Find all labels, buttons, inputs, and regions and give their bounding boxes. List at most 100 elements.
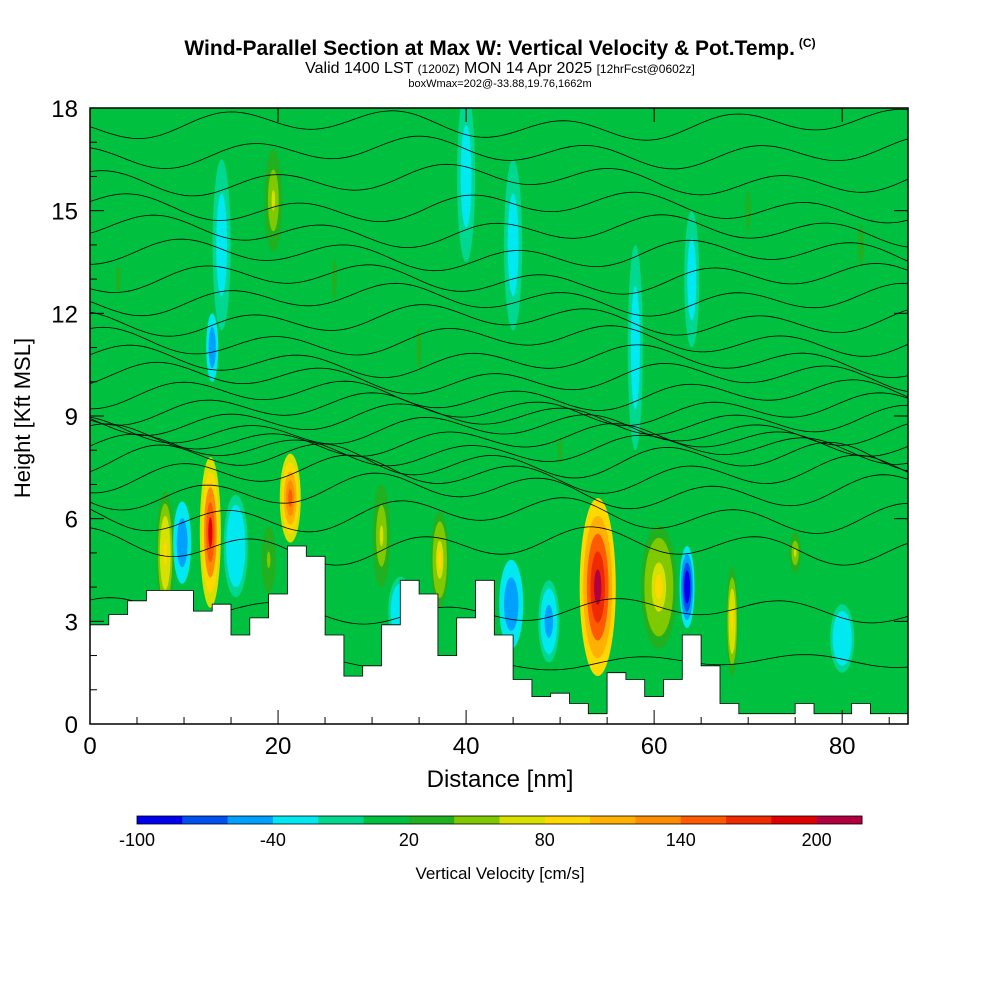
theta-contour — [90, 214, 908, 248]
theta-contour — [90, 423, 908, 457]
velocity-cell — [163, 540, 168, 566]
colorbar-swatch — [137, 816, 183, 824]
theta-contour — [90, 454, 908, 494]
theta-contour — [90, 497, 908, 534]
x-axis-label: Distance [nm] — [426, 766, 574, 793]
velocity-cell — [464, 159, 468, 194]
theta-contour — [90, 441, 908, 479]
velocity-cell — [685, 578, 689, 596]
colorbar-label: Vertical Velocity [cm/s] — [415, 864, 585, 883]
velocity-cell — [557, 436, 563, 464]
y-tick-label: 6 — [65, 507, 78, 534]
theta-contour — [90, 109, 908, 141]
velocity-cell — [219, 227, 224, 262]
theta-contour — [90, 414, 908, 446]
theta-contour — [90, 526, 908, 566]
colorbar-swatch — [318, 816, 365, 824]
y-tick-label: 18 — [51, 96, 78, 123]
velocity-cell — [690, 265, 694, 293]
theta-contour — [90, 304, 908, 337]
y-tick-label: 9 — [65, 404, 78, 431]
theta-contour — [90, 344, 908, 379]
velocity-cell — [546, 613, 551, 630]
velocity-cell — [793, 548, 797, 557]
colorbar-swatch — [272, 816, 319, 824]
x-tick-label: 60 — [641, 733, 668, 760]
colorbar-swatch — [726, 816, 772, 824]
theta-contour — [90, 433, 908, 467]
colorbar-swatch — [227, 816, 274, 824]
colorbar-swatch — [680, 816, 727, 824]
colorbar-swatch — [499, 816, 546, 824]
y-tick-label: 3 — [65, 609, 78, 636]
velocity-cell — [211, 340, 214, 355]
velocity-cell — [379, 525, 384, 547]
colorbar-tick-label: 80 — [535, 830, 555, 850]
x-tick-label: 40 — [453, 733, 480, 760]
terrain-mask — [90, 545, 908, 724]
velocity-cell — [233, 535, 239, 557]
velocity-cell — [115, 265, 121, 293]
y-tick-label: 15 — [51, 199, 78, 226]
colorbar-swatch — [182, 816, 229, 824]
x-tick-label: 20 — [265, 733, 292, 760]
terrain-surface — [90, 545, 908, 724]
velocity-cell — [655, 574, 663, 600]
velocity-cell — [208, 517, 213, 548]
velocity-cell — [839, 631, 845, 646]
chart-title: Wind-Parallel Section at Max W: Vertical… — [184, 36, 816, 60]
y-tick-label: 12 — [51, 301, 78, 328]
colorbar-tick-label: 140 — [666, 830, 696, 850]
theta-contour — [90, 135, 908, 170]
velocity-cell — [508, 595, 514, 614]
title-mark: (C) — [798, 36, 816, 50]
box-info: boxWmax=202@-33.88,19.76,1662m — [408, 78, 592, 90]
velocity-cell — [730, 610, 734, 633]
chart-subtitle: Valid 1400 LST (1200Z) MON 14 Apr 2025 [… — [0, 60, 1000, 78]
colorbar-tick-label: -40 — [260, 830, 286, 850]
theta-contour — [90, 325, 908, 357]
velocity-cell — [633, 327, 637, 369]
colorbar-swatch — [408, 816, 455, 824]
theta-contour — [90, 238, 908, 272]
velocity-cell — [594, 569, 602, 605]
theta-contour — [90, 379, 908, 411]
x-tick-label: 0 — [83, 733, 96, 760]
valid-utc: (1200Z) — [417, 62, 460, 76]
theta-contour — [90, 392, 908, 427]
forecast-info: [12hrFcst@0602z] — [596, 62, 695, 76]
colorbar-border — [136, 815, 863, 825]
colorbar-swatch — [544, 816, 591, 824]
theta-contour — [90, 282, 908, 317]
velocity-cell — [288, 489, 293, 508]
colorbar-swatch — [771, 816, 818, 824]
velocity-cell — [745, 190, 751, 232]
colorbar-swatch — [363, 816, 410, 824]
velocity-cell — [271, 190, 276, 211]
x-tick-label: 80 — [829, 733, 856, 760]
velocity-cell — [332, 258, 337, 300]
colorbar: -100 -40 20 80 140 200 — [119, 815, 863, 850]
velocity-cell — [437, 550, 442, 570]
theta-contour — [90, 191, 908, 224]
theta-contour — [90, 361, 908, 395]
theta-contour — [90, 472, 908, 511]
colorbar-tick-label: 20 — [399, 830, 419, 850]
velocity-field — [106, 108, 877, 677]
colorbar-tick-label: -100 — [119, 830, 155, 850]
velocity-cell — [266, 551, 271, 568]
velocity-cell — [416, 327, 422, 369]
velocity-cell — [857, 224, 864, 266]
axis-ticks: 0 3 6 9 12 15 18 0 20 40 60 80 — [51, 96, 908, 760]
theta-contour — [90, 263, 908, 295]
velocity-cell — [511, 227, 515, 262]
colorbar-swatch — [635, 816, 682, 824]
velocity-cell — [180, 534, 184, 551]
theta-contour — [90, 163, 908, 197]
valid-date: MON 14 Apr 2025 — [464, 60, 593, 77]
colorbar-swatch — [590, 816, 636, 824]
colorbar-swatch — [816, 816, 863, 824]
colorbar-swatch — [454, 816, 500, 824]
valid-prefix: Valid 1400 LST — [305, 60, 414, 77]
